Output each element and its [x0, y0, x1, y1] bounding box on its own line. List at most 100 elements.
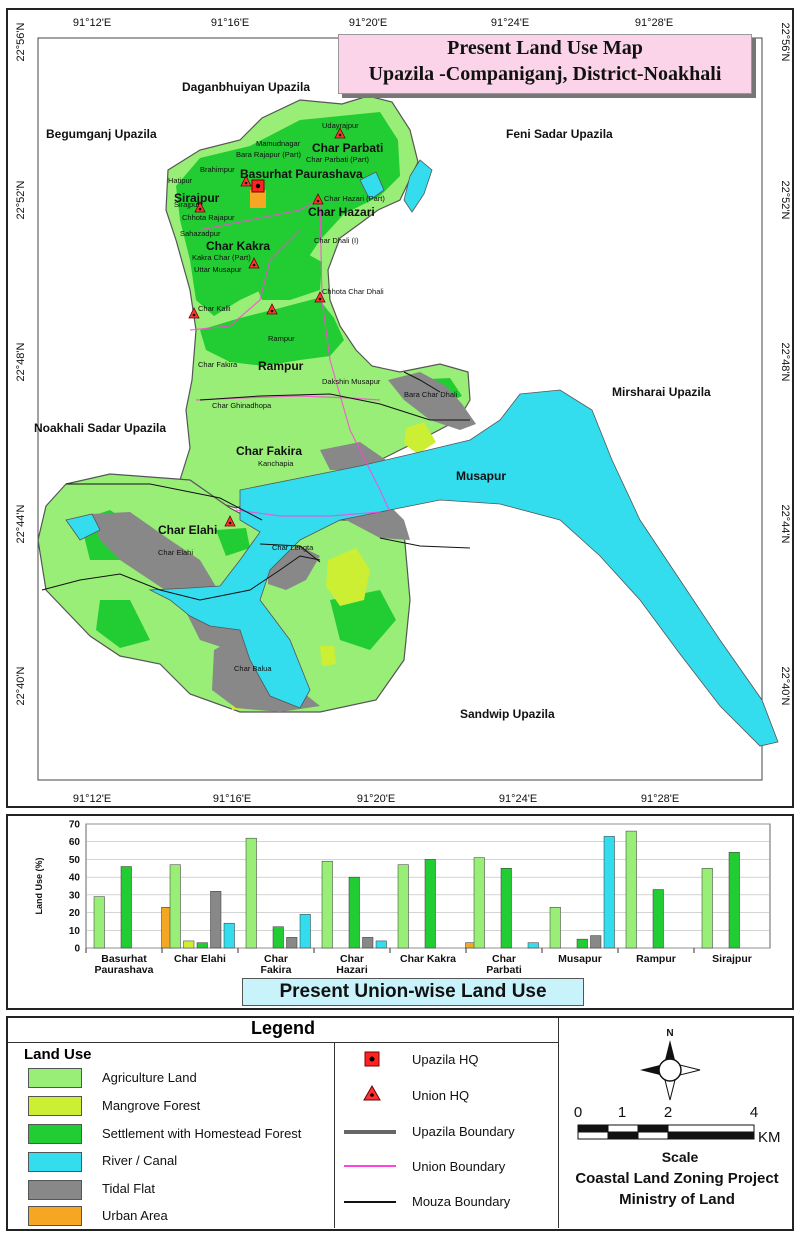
chart-bar	[701, 868, 713, 949]
mouza-sirajpur: Sirajpur	[174, 200, 200, 209]
chart-bar	[196, 942, 208, 949]
chart-x-tick-label: Musapur	[558, 953, 602, 965]
swatch-tidal-flat	[28, 1180, 82, 1200]
swatch-settlement	[28, 1124, 82, 1144]
label-char-elahi: Char Elahi	[158, 523, 217, 537]
land-use-bar-chart: 0 10 20 30 40 50 60 70 Land Use (%) BasurhatPau…	[34, 820, 771, 976]
mouza-rampur: Rampur	[268, 334, 295, 343]
lon-bottom-1: 91°12'E	[73, 793, 111, 805]
chart-y-tick-label: 70	[69, 820, 81, 831]
chart-bar	[93, 896, 105, 949]
swatch-agriculture	[28, 1068, 82, 1088]
chart-y-ticks: 0 10 20 30 40 50 60 70	[69, 820, 81, 955]
label-basurhat: Basurhat Paurashava	[240, 167, 363, 181]
chart-bar	[272, 926, 284, 949]
north-label: N	[666, 1028, 673, 1039]
chart-y-tick-label: 40	[69, 873, 81, 884]
mouza-chhota-char-dhali: Chhota Char Dhali	[322, 287, 384, 296]
legend-union-hq-label: Union HQ	[412, 1088, 469, 1103]
legend-heading: Legend	[8, 1018, 558, 1043]
label-begumganj: Begumganj Upazila	[46, 127, 157, 141]
chart-y-tick-label: 0	[74, 944, 80, 955]
legend-divider-2	[558, 1018, 559, 1228]
river-creek-1	[403, 159, 433, 213]
label-mirsharai: Mirsharai Upazila	[612, 385, 711, 399]
chart-bar	[424, 859, 436, 949]
legend-upazila-hq-label: Upazila HQ	[412, 1052, 478, 1067]
label-char-fakira: Char Fakira	[236, 444, 302, 458]
map-title-box: Present Land Use Map Upazila -Companigan…	[338, 34, 752, 94]
union-hq-dot	[318, 297, 322, 301]
chart-y-label: Land Use (%)	[34, 857, 44, 914]
chart-bar	[652, 889, 664, 949]
meghna-estuary	[148, 389, 779, 747]
map-subtitle: Upazila -Companiganj, District-Noakhali	[368, 63, 722, 85]
chart-x-tick-label: Basurhat	[101, 953, 147, 965]
chart-bar	[576, 938, 588, 949]
union-hq-icon	[240, 175, 252, 187]
union-hq-markers	[188, 127, 346, 527]
legend-upazila-boundary-label: Upazila Boundary	[412, 1124, 515, 1139]
lon-bottom-3: 91°20'E	[357, 793, 395, 805]
legend-union-boundary-label: Union Boundary	[412, 1159, 506, 1174]
chart-x-tick-label: Char Elahi	[174, 953, 226, 965]
legend-land-use-title: Land Use	[24, 1046, 92, 1063]
chart-x-tick-label: Fakira	[261, 964, 292, 976]
lon-bottom-5: 91°28'E	[641, 793, 679, 805]
lat-left-4: 22°44'N	[15, 504, 27, 543]
chart-bar	[223, 922, 235, 949]
mouza-char-kalli: Char Kalli	[198, 304, 231, 313]
label-char-parbati: Char Parbati	[312, 141, 383, 155]
lat-right-5: 22°40'N	[779, 667, 791, 706]
label-char-kakra: Char Kakra	[206, 239, 270, 253]
chart-x-tick-label: Char	[340, 953, 364, 965]
legend-symbols: Upazila HQ Union HQ Upazila Boundary Uni…	[344, 1028, 781, 1209]
river-network	[65, 159, 779, 747]
urban-area-basurhat	[250, 190, 266, 208]
lat-left-3: 22°48'N	[15, 342, 27, 381]
label-sirajpur: Sirajpur	[174, 191, 220, 205]
label-char-hazari: Char Hazari	[308, 205, 375, 219]
chart-y-tick-label: 20	[69, 908, 81, 919]
chart-bar	[625, 830, 637, 949]
chart-bar	[728, 852, 740, 949]
mouza-sahazadpur: Sahazadpur	[180, 229, 221, 238]
mouza-char-lengta: Char Lengta	[272, 543, 314, 552]
mouza-hatipur: Hatipur	[168, 176, 193, 185]
chart-y-tick-label: 50	[69, 855, 81, 866]
union-hq-icon	[248, 257, 260, 269]
union-hq-icon	[312, 193, 324, 205]
union-hq-dot	[244, 181, 248, 185]
chart-bar	[169, 864, 181, 949]
mouza-char-hazari-part: Char Hazari (Part)	[324, 194, 385, 203]
lat-right-2: 22°52'N	[779, 181, 791, 220]
label-feni: Feni Sadar Upazila	[506, 127, 613, 141]
mouza-char-parbati-part: Char Parbati (Part)	[306, 155, 369, 164]
union-hq-dot	[192, 313, 196, 317]
credit-project: Coastal Land Zoning Project	[575, 1170, 779, 1187]
chart-bar	[286, 937, 298, 949]
legend-settlement-label: Settlement with Homestead Forest	[102, 1126, 302, 1141]
mouza-bara-rajapur: Bara Rajapur (Part)	[236, 150, 302, 159]
legend-union-hq-icon	[363, 1084, 381, 1101]
union-hq-dot	[316, 199, 320, 203]
chart-title: Present Union-wise Land Use	[242, 978, 584, 1006]
chart-bar	[210, 891, 222, 949]
chart-bar	[375, 940, 387, 949]
mouza-kakra-char: Kakra Char (Part)	[192, 253, 251, 262]
scale-unit: KM	[758, 1129, 781, 1146]
mouza-char-balua: Char Balua	[234, 664, 272, 673]
credit-ministry: Ministry of Land	[619, 1191, 735, 1208]
union-hq-icon	[314, 291, 326, 303]
chart-bar	[348, 876, 360, 949]
legend-tidal-flat-label: Tidal Flat	[102, 1181, 155, 1196]
legend-mangrove-label: Mangrove Forest	[102, 1098, 201, 1113]
label-noakhali: Noakhali Sadar Upazila	[34, 421, 166, 435]
legend-agriculture-label: Agriculture Land	[102, 1070, 197, 1085]
scale-tick-0: 0	[574, 1104, 582, 1121]
chart-bar	[397, 864, 409, 949]
swatch-mangrove	[28, 1096, 82, 1116]
lon-top-4: 91°24'E	[491, 17, 529, 29]
lat-right-4: 22°44'N	[779, 505, 791, 544]
